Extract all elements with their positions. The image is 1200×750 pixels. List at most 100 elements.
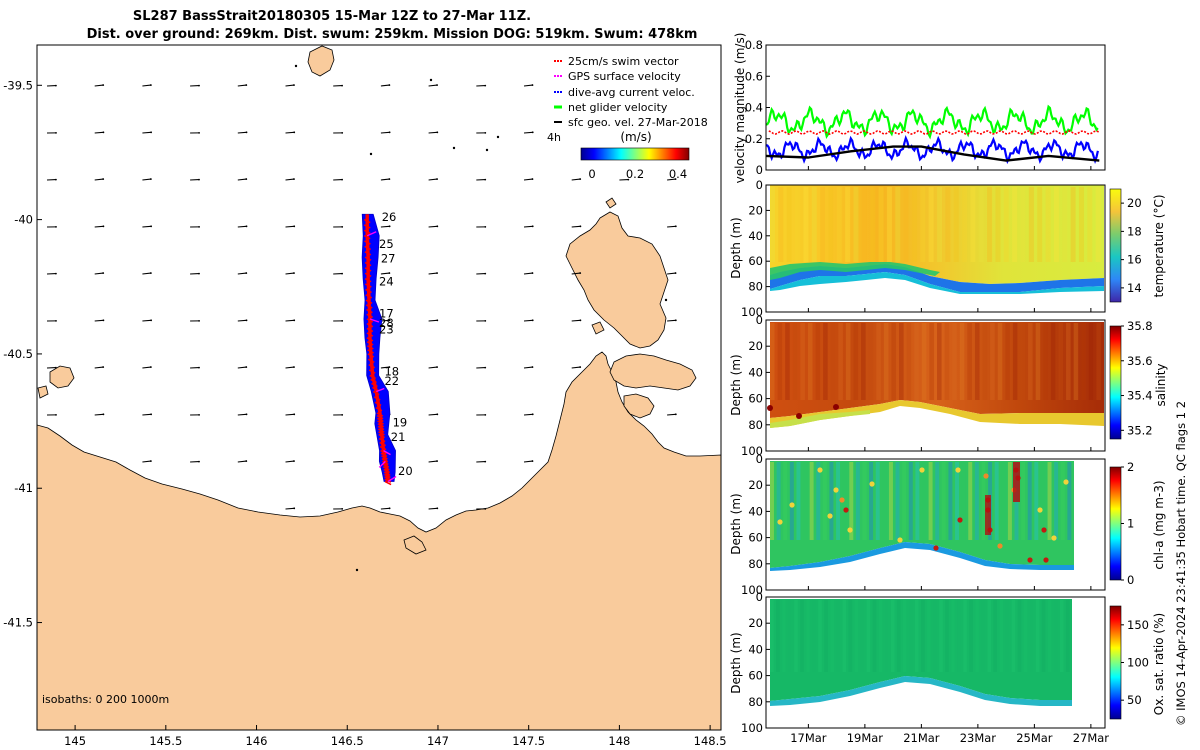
swim-vector <box>384 473 391 479</box>
swim-vector <box>367 345 374 350</box>
profile-stripe <box>878 600 883 672</box>
profile-stripe <box>872 600 877 672</box>
gps-surface-velocity <box>378 460 386 468</box>
profile-stripe <box>1007 462 1012 540</box>
time-tick-label: 25Mar <box>1016 731 1053 745</box>
day-label: 28 <box>379 316 394 330</box>
time-tick-label: 27Mar <box>1073 731 1110 745</box>
colorbar-tick-label: 50 <box>1127 693 1142 707</box>
map-colorbar-tick: 0 <box>588 167 595 181</box>
profile-stripe <box>770 600 774 672</box>
temperature-thermocline-green <box>770 262 940 280</box>
sfc-geo-arrowhead <box>293 413 296 416</box>
swim-vector <box>364 240 371 245</box>
chl-sample-point <box>869 481 875 487</box>
velocity-y-tick-label: 0.4 <box>745 101 763 115</box>
land-small-island-d <box>403 535 427 555</box>
oxygen-stripes <box>770 600 1070 672</box>
swim-vector <box>364 256 372 261</box>
colorbar-tick-label: 35.8 <box>1127 319 1153 333</box>
sfc-geo-arrowhead <box>484 507 487 510</box>
sfc-geo-arrowhead <box>102 225 105 228</box>
islet <box>452 146 456 150</box>
chl-high-column <box>1013 462 1020 502</box>
profile-stripe <box>957 600 961 672</box>
depth-tick-label: 20 <box>748 203 763 217</box>
land-deal-island <box>307 45 335 77</box>
profile-stripe <box>935 462 940 540</box>
legend-gps-label: GPS surface velocity <box>568 70 681 83</box>
colorbar-tick-label: 20 <box>1127 196 1142 210</box>
sfc-geo-arrowhead <box>388 131 391 134</box>
profile-stripe <box>803 462 808 540</box>
swim-vector <box>380 452 388 457</box>
swim-vector <box>366 308 373 314</box>
sfc-geo-arrowhead <box>436 178 438 180</box>
swim-vector <box>376 412 384 417</box>
profile-stripe <box>890 600 895 672</box>
chl-sample-point <box>897 537 903 543</box>
sfc-geo-arrowhead <box>150 413 153 416</box>
profile-stripe <box>829 462 834 540</box>
depth-tick-label: 60 <box>748 669 763 683</box>
sfc-geo-arrowhead <box>102 272 105 274</box>
sfc-geo-arrowhead <box>579 366 582 368</box>
salinity-colorbar-label: salinity <box>1154 363 1168 406</box>
sfc-geo-arrowhead <box>388 507 391 510</box>
sfc-geo-arrowhead <box>293 319 296 322</box>
temperature-field <box>770 185 1104 284</box>
profile-stripe <box>882 462 887 540</box>
profile-stripe <box>1005 600 1010 672</box>
profile-stripe <box>928 462 933 540</box>
sfc-geo-arrow <box>94 366 104 369</box>
profile-stripe <box>962 187 968 262</box>
sfc-geo-arrowhead <box>484 319 487 322</box>
map-y-tick-label: -40 <box>14 213 33 227</box>
temperature-stripes <box>770 187 1101 262</box>
day-label: 24 <box>379 274 394 288</box>
profile-stripe <box>891 323 897 400</box>
profile-stripe <box>888 462 893 540</box>
sfc-geo-arrowhead <box>198 319 200 322</box>
profile-stripe <box>1066 323 1071 400</box>
sfc-geo-arrowhead <box>674 225 677 228</box>
profile-stripe <box>789 462 794 540</box>
salinity-bottom-layer <box>770 400 1104 428</box>
profile-stripe <box>806 600 810 672</box>
profile-stripe <box>981 462 986 540</box>
land-small-island-c <box>605 197 617 209</box>
swim-vector <box>365 294 373 299</box>
profile-stripe <box>963 600 967 672</box>
day-label: 17 <box>379 307 394 321</box>
sfc-geo-arrow <box>285 413 295 416</box>
swim-vector <box>366 341 374 346</box>
sfc-geo-arrow <box>380 178 390 181</box>
profile-stripe <box>939 600 943 672</box>
swim-vector <box>372 386 379 392</box>
sfc-geo-arrow <box>667 178 676 181</box>
land-flinders-island <box>565 211 669 349</box>
oxygen-colorbar-label: Ox. sat. ratio (%) <box>1152 613 1166 715</box>
depth-tick-label: 40 <box>748 642 763 656</box>
temperature-y-ticks: 0 20 40 60 80 100 <box>741 178 770 319</box>
chl-sample-point <box>827 513 833 519</box>
profile-stripe <box>927 600 931 672</box>
sfc-geo-arrowhead <box>245 319 248 322</box>
temperature-bottom-layer <box>770 272 1104 294</box>
colorbar-tick-label: 18 <box>1127 224 1142 238</box>
profile-stripe <box>896 600 901 672</box>
sfc-geo-arrowhead <box>341 272 343 275</box>
profile-stripe <box>1070 187 1076 262</box>
land-cape-barren-island <box>609 353 697 391</box>
oxygen-ylabel: Depth (m) <box>729 632 743 693</box>
swim-vector <box>366 327 374 333</box>
sfc-geo-arrowhead <box>102 366 105 368</box>
time-x-ticks: 17Mar 19Mar 21Mar 23Mar 25Mar 27Mar <box>790 166 1109 745</box>
swim-vector <box>364 267 372 272</box>
profile-stripe <box>944 323 950 400</box>
sfc-geo-arrow <box>237 319 247 322</box>
profile-stripe <box>1023 600 1028 672</box>
